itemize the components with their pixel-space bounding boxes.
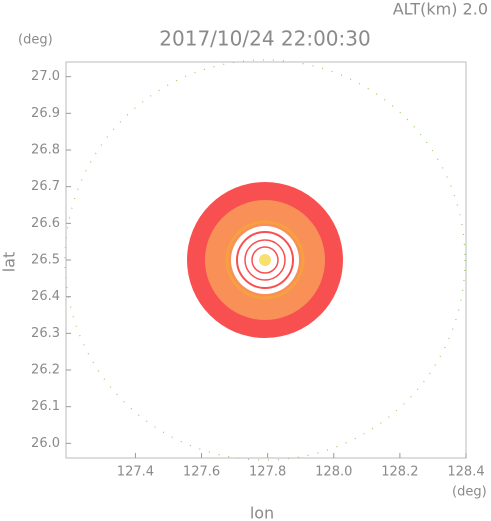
- y-axis-label: lat: [0, 252, 19, 273]
- y-tick-label: 26.7: [31, 179, 60, 194]
- y-tick-label: 26.1: [31, 399, 60, 414]
- x-tick-label: 127.4: [117, 465, 154, 480]
- radar-echo: [64, 59, 466, 461]
- altitude: ALT(km) 2.0: [393, 0, 488, 19]
- chart-title: 2017/10/24 22:00:30: [159, 27, 370, 51]
- y-tick-label: 27.0: [31, 69, 60, 84]
- x-tick-label: 127.8: [249, 465, 286, 480]
- y-tick-label: 26.9: [31, 106, 60, 121]
- y-tick-label: 26.6: [31, 216, 60, 231]
- y-tick-label: 26.0: [31, 436, 60, 451]
- echo-inner-ring: [236, 231, 294, 289]
- y-unit: (deg): [18, 33, 53, 48]
- x-unit: (deg): [452, 485, 487, 500]
- y-tick-label: 26.3: [31, 326, 60, 341]
- y-tick-label: 26.8: [31, 143, 60, 158]
- x-tick-label: 128.4: [447, 465, 484, 480]
- y-tick-label: 26.4: [31, 289, 60, 304]
- y-tick-label: 26.2: [31, 363, 60, 378]
- y-tick-label: 26.5: [31, 253, 60, 268]
- x-tick-label: 128.0: [315, 465, 352, 480]
- echo-core: [259, 254, 271, 266]
- x-tick-label: 127.6: [183, 465, 220, 480]
- echo-inner-ring: [244, 239, 286, 281]
- range-circle: [64, 59, 466, 461]
- echo-inner-ring: [251, 246, 279, 274]
- x-tick-label: 128.2: [381, 465, 418, 480]
- x-axis-label: lon: [250, 504, 274, 521]
- echo-ring: [225, 220, 305, 300]
